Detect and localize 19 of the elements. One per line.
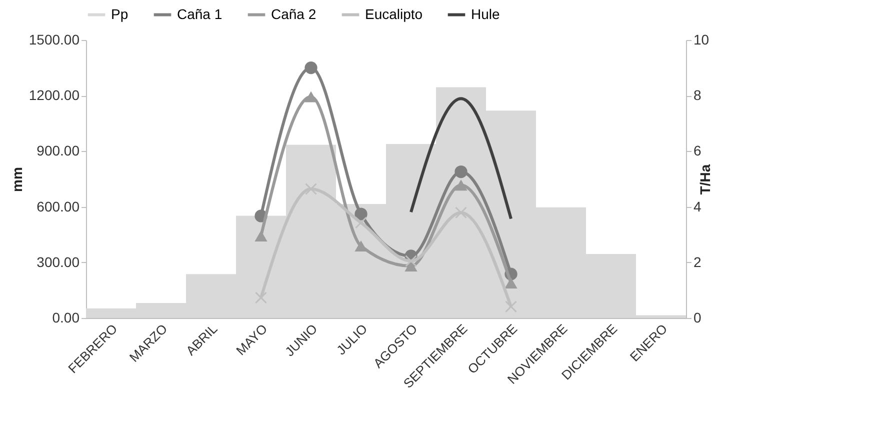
y-axis-title: mm — [8, 167, 25, 192]
legend-label: Caña 2 — [271, 6, 316, 22]
y2-axis-title: T/Ha — [697, 164, 714, 195]
y-tick-label: 300.00 — [36, 254, 80, 270]
y-tick-label: 0.00 — [52, 310, 80, 326]
legend-label: Pp — [111, 6, 128, 22]
y2-tick-label: 2 — [694, 254, 702, 270]
y-tick-label: 1500.00 — [28, 32, 80, 48]
y-tick-label: 900.00 — [36, 142, 80, 159]
legend-label: Eucalipto — [365, 6, 423, 22]
y-tick-label: 1200.00 — [28, 87, 80, 104]
y2-tick-label: 6 — [694, 142, 702, 159]
y-tick-label: 600.00 — [36, 198, 80, 214]
y2-tick-label: 8 — [694, 87, 702, 104]
y2-tick-label: 0 — [694, 310, 702, 326]
y2-tick-label: 10 — [694, 32, 710, 48]
y2-tick-label: 4 — [694, 198, 702, 214]
legend-label: Caña 1 — [177, 6, 222, 22]
legend-label: Hule — [471, 6, 500, 22]
